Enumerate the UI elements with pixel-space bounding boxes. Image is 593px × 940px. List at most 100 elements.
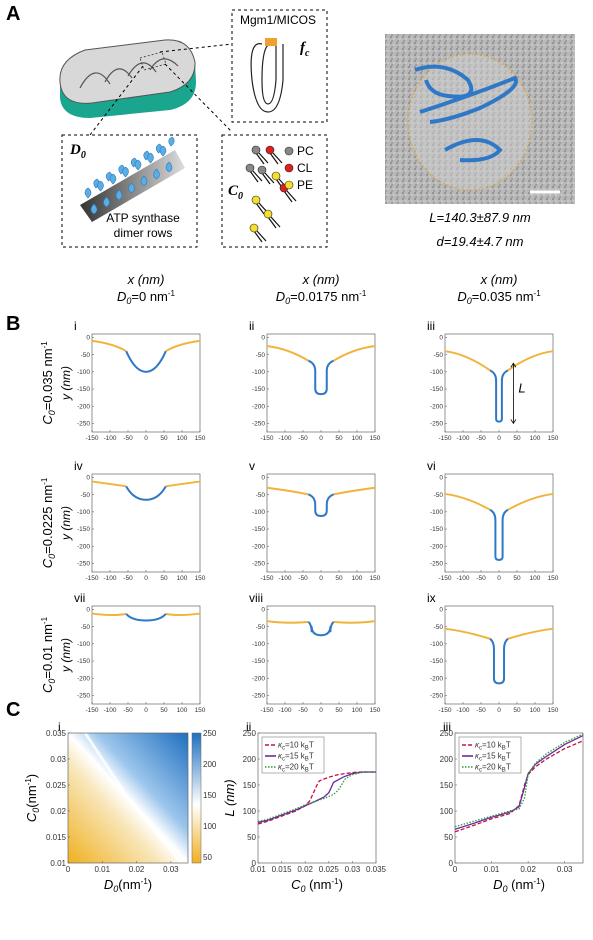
subpanel-roman: ii (249, 319, 254, 333)
legend-lipid-icon (284, 180, 294, 190)
x-tick-label: 0 (144, 707, 148, 714)
membrane-flat-right (333, 486, 376, 496)
membrane-flat-left (91, 612, 127, 617)
y-tick-label: -100 (252, 509, 265, 516)
lipid-tail (264, 172, 275, 184)
y-tick-label: -200 (252, 675, 265, 682)
x-tick-label: -150 (260, 707, 273, 714)
membrane-tubule (489, 508, 509, 561)
subpanel-roman: iv (74, 459, 83, 473)
y-tick-label: -250 (252, 693, 265, 700)
y-tick-label: -250 (77, 693, 90, 700)
membrane-flat-right (507, 492, 554, 511)
lipid-head-icon (265, 145, 275, 155)
y-axis-label: y (nm) (59, 366, 73, 401)
heatmap-plot: i0 0.01 0.02 0.030.010.0150.020.0250.030.03… (24, 720, 217, 894)
panel-c-plots: i0 0.01 0.02 0.030.010.0150.020.0250.030.03… (24, 720, 584, 894)
x-tick-label: 50 (513, 435, 521, 442)
legend-lipid-icon (284, 146, 294, 156)
y-tick-label: -150 (77, 386, 90, 393)
plot-frame (444, 473, 554, 573)
col-d0-label: D0=0.035 nm-1 (457, 289, 541, 306)
x-tick-label: 0.03 (163, 865, 179, 874)
x-tick-label: -50 (476, 435, 486, 442)
y-tick-label: -150 (77, 526, 90, 533)
colorbar-tick-label: 250 (203, 729, 217, 738)
y-tick-label: -200 (77, 543, 90, 550)
mitochondrion-illustration (59, 39, 197, 118)
membrane-flat-right (165, 612, 201, 617)
x-tick-label: -150 (85, 707, 98, 714)
atp-line2: dimer rows (114, 226, 173, 240)
x-tick-label: 0.02 (129, 865, 145, 874)
x-tick-label: -100 (278, 435, 291, 442)
x-axis-label: D0(nm-1) (104, 877, 152, 894)
x-tick-label: 150 (548, 435, 559, 442)
atp-line1: ATP synthase (106, 211, 180, 225)
y-tick-label: 0.01 (50, 859, 66, 868)
subpanel-roman: viii (249, 591, 263, 605)
x-tick-label: -50 (476, 707, 486, 714)
x-tick-label: -50 (298, 435, 308, 442)
y-tick-label: 0 (86, 335, 90, 342)
y-tick-label: 150 (440, 781, 454, 790)
x-tick-label: -150 (85, 575, 98, 582)
shape-plot-i: -150 -100 -50 0 50 100 150 0 -50 -100 -150 -200 -250… (74, 319, 206, 442)
x-tick-label: 0 (319, 575, 323, 582)
plot-frame (266, 473, 376, 573)
y-tick-label: -250 (430, 421, 443, 428)
panel-a-label: A (6, 3, 20, 25)
plot-frame (257, 732, 377, 864)
row-c0-label: C0=0.035 nm-1 (40, 341, 57, 425)
subpanel-roman: iii (427, 319, 435, 333)
atp-synthase-icon (84, 187, 92, 199)
line-plot-iii: iii 0 0.01 0.02 0.03 0 50 100 150 200 250 κc=10 kBT… (440, 720, 584, 894)
y-tick-label: -250 (430, 693, 443, 700)
y-tick-label: 0 (439, 335, 443, 342)
membrane-flat-right (165, 480, 201, 488)
y-tick-label: 200 (243, 755, 257, 764)
membrane-flat-left (91, 480, 127, 488)
x-tick-label: 0.01 (484, 865, 500, 874)
atp-synthase-icon (134, 159, 142, 171)
x-tick-label: 150 (548, 707, 559, 714)
em-length: L=140.3±87.9 nm (429, 210, 531, 225)
lipid-tail (283, 190, 293, 203)
y-tick-label: 0 (261, 607, 265, 614)
y-tick-label: 50 (444, 833, 453, 842)
lipid-tail (256, 230, 267, 242)
x-tick-label: -100 (456, 707, 469, 714)
svg-text:fc: fc (300, 40, 310, 59)
y-tick-label: -50 (256, 624, 266, 631)
lipid-tail (258, 152, 269, 164)
y-tick-label: -250 (77, 561, 90, 568)
legend-entry: κc=20 kBT (475, 763, 511, 774)
lipid-pe: PE (297, 178, 313, 192)
shape-plot-vii: -150 -100 -50 0 50 100 150 0 -50 -100 -150 -200 -250… (74, 591, 206, 714)
lipid-head-icon (245, 163, 255, 173)
membrane-flat-right (333, 345, 376, 362)
x-tick-label: 100 (352, 435, 363, 442)
lipid-bilayer-icon (245, 145, 297, 243)
x-tick-label: 0 (497, 435, 501, 442)
x-tick-label: 0 (66, 865, 71, 874)
y-tick-label: -100 (77, 369, 90, 376)
x-tick-label: 0 (497, 707, 501, 714)
y-tick-label: 0 (439, 475, 443, 482)
x-tick-label: 100 (177, 435, 188, 442)
panel-c-label: C (6, 699, 20, 721)
membrane-tubule (489, 369, 509, 423)
x-tick-label: 150 (195, 575, 206, 582)
subpanel-roman: ix (427, 591, 436, 605)
x-tick-label: 0 (144, 575, 148, 582)
subpanel-roman: i (58, 720, 61, 734)
y-tick-label: -200 (430, 543, 443, 550)
x-tick-label: 0 (319, 707, 323, 714)
y-tick-label: -250 (252, 421, 265, 428)
series-line-0 (257, 771, 376, 825)
colorbar-tick-label: 200 (203, 760, 217, 769)
row-c0-label: C0=0.0225 nm-1 (40, 477, 57, 568)
y-tick-label: -100 (430, 509, 443, 516)
subpanel-roman: ii (246, 720, 251, 734)
